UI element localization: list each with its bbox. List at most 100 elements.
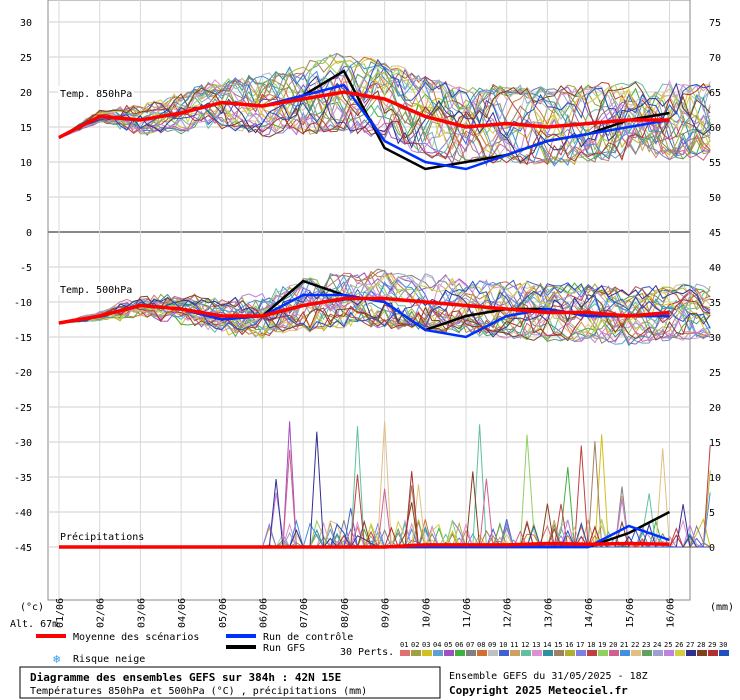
ensemble-member-line [58, 76, 711, 157]
pert-color-swatch [675, 650, 685, 656]
axis-labels-layer: 302520151050-5-10-15-20-25-30-35-40-4575… [14, 18, 721, 628]
left-tick-label: 15 [20, 123, 32, 134]
pert-number: 07 [466, 641, 474, 649]
pert-color-swatch [686, 650, 696, 656]
ensemble-member-line [58, 58, 711, 139]
right-tick-label-bottom: 0 [709, 543, 715, 554]
footer-copyright: Copyright 2025 Meteociel.fr [449, 684, 628, 697]
ensemble-member-line [58, 72, 711, 165]
perturbation-legend: 01 02 03 04 05 06 07 08 09 10 11 12 13 14 15 16 17 18 19 20… [400, 641, 729, 656]
pert-number: 16 [565, 641, 573, 649]
pert-color-swatch [521, 650, 531, 656]
pert-number: 30 [719, 641, 727, 649]
left-tick-label: 25 [20, 53, 32, 64]
left-tick-label: -5 [20, 263, 32, 274]
pert-color-swatch [587, 650, 597, 656]
pert-color-swatch [631, 650, 641, 656]
legend-gfs-label: Run GFS [263, 643, 305, 654]
right-tick-label-bottom: 40 [709, 263, 721, 274]
pert-color-swatch [488, 650, 498, 656]
date-tick-label: 08/06 [340, 598, 351, 628]
left-tick-label: 10 [20, 158, 32, 169]
pert-number: 05 [444, 641, 452, 649]
pert-number: 25 [664, 641, 672, 649]
left-tick-label: -40 [14, 508, 32, 519]
date-tick-label: 02/06 [96, 598, 107, 628]
pert-number: 21 [620, 641, 628, 649]
legend-control-label: Run de contrôle [263, 631, 353, 643]
right-unit-label: (mm) [710, 602, 734, 613]
right-tick-label-bottom: 10 [709, 473, 721, 484]
pert-number: 01 [400, 641, 408, 649]
date-tick-label: 05/06 [218, 598, 229, 628]
pert-color-swatch [433, 650, 443, 656]
left-tick-label: 20 [20, 88, 32, 99]
pert-number: 29 [708, 641, 716, 649]
right-tick-label-top: 50 [709, 193, 721, 204]
pert-number: 13 [532, 641, 540, 649]
mean-line [59, 541, 670, 549]
date-tick-label: 04/06 [177, 598, 188, 628]
pert-color-swatch [466, 650, 476, 656]
t850-label-bg [58, 86, 134, 99]
right-tick-label-bottom: 35 [709, 298, 721, 309]
ensemble-member-line [58, 82, 711, 166]
pert-color-swatch [697, 650, 707, 656]
altitude-label: Alt. 67m [10, 619, 58, 630]
date-tick-label: 16/06 [666, 598, 677, 628]
pert-color-swatch [400, 650, 410, 656]
main-lines-layer [58, 69, 671, 549]
date-tick-label: 10/06 [421, 598, 432, 628]
pert-number: 17 [576, 641, 584, 649]
date-tick-label: 11/06 [462, 598, 473, 628]
pert-color-swatch [554, 650, 564, 656]
pert-number: 08 [477, 641, 485, 649]
pert-color-swatch [664, 650, 674, 656]
left-tick-label: -20 [14, 368, 32, 379]
right-tick-label-top: 70 [709, 53, 721, 64]
pert-color-swatch [719, 650, 729, 656]
left-tick-label: 5 [26, 193, 32, 204]
pert-color-swatch [422, 650, 432, 656]
pert-color-swatch [499, 650, 509, 656]
pert-number: 26 [675, 641, 683, 649]
ensemble-member-line [58, 77, 711, 139]
pert-number: 23 [642, 641, 650, 649]
left-tick-label: 0 [26, 228, 32, 239]
pert-number: 10 [499, 641, 507, 649]
plot-frame [47, 0, 691, 601]
pert-number: 02 [411, 641, 419, 649]
right-tick-label-bottom: 25 [709, 368, 721, 379]
pert-number: 06 [455, 641, 463, 649]
pert-number: 20 [609, 641, 617, 649]
right-tick-label-bottom: 15 [709, 438, 721, 449]
date-tick-label: 12/06 [503, 598, 514, 628]
pert-number: 28 [697, 641, 705, 649]
left-tick-label: -25 [14, 403, 32, 414]
pert-color-swatch [642, 650, 652, 656]
pert-color-swatch [411, 650, 421, 656]
ensemble-member-line [58, 53, 711, 166]
pert-number: 14 [543, 641, 551, 649]
t500-label: Temp. 500hPa [60, 285, 132, 296]
right-tick-label-bottom: 30 [709, 333, 721, 344]
date-tick-label: 14/06 [584, 598, 595, 628]
right-tick-label-top: 60 [709, 123, 721, 134]
legend-mean-label: Moyenne des scénarios [73, 631, 199, 643]
footer-box [19, 666, 441, 699]
date-tick-label: 03/06 [136, 598, 147, 628]
legend-snow-label: Risque neige [73, 654, 145, 665]
pert-color-swatch [510, 650, 520, 656]
pert-color-swatch [532, 650, 542, 656]
pert-number: 11 [510, 641, 518, 649]
pert-number: 09 [488, 641, 496, 649]
footer-subtitle: Températures 850hPa et 500hPa (°C) , pré… [30, 685, 367, 697]
left-unit-label: (°c) [20, 602, 44, 613]
date-tick-label: 06/06 [259, 598, 270, 628]
left-tick-label: 30 [20, 18, 32, 29]
pert-number: 03 [422, 641, 430, 649]
pert-number: 15 [554, 641, 562, 649]
date-tick-label: 13/06 [543, 598, 554, 628]
